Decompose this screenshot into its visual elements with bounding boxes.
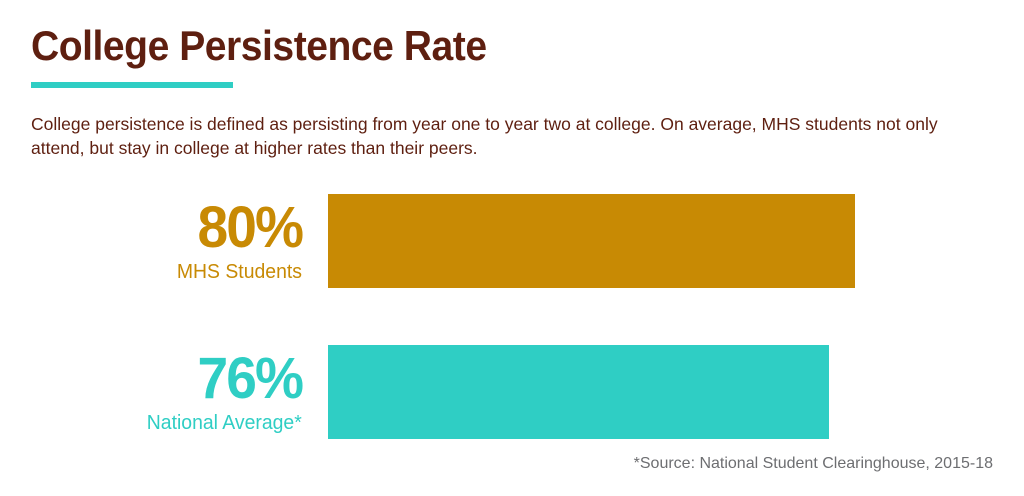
source-note: *Source: National Student Clearinghouse,… (633, 455, 993, 473)
bar (328, 194, 855, 289)
bar-label-box: 76% National Average* (31, 346, 304, 435)
bar-label-box: 80% MHS Students (31, 195, 304, 284)
bar-value-label: 80% (197, 195, 303, 261)
bar-category-label: MHS Students (176, 261, 302, 284)
title-underline (31, 82, 233, 89)
page-title: College Persistence Rate (31, 22, 487, 69)
bar (328, 345, 829, 440)
bar-category-label: National Average* (147, 412, 302, 435)
bar-row: 76% National Average* (31, 345, 1024, 440)
page-description: College persistence is defined as persis… (31, 114, 938, 159)
bar-value-label: 76% (197, 346, 303, 412)
bar-chart: 80% MHS Students 76% National Average* (0, 194, 1024, 440)
bar-row: 80% MHS Students (31, 194, 1024, 289)
